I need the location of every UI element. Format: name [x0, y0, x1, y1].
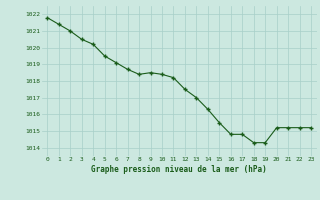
X-axis label: Graphe pression niveau de la mer (hPa): Graphe pression niveau de la mer (hPa)	[91, 165, 267, 174]
